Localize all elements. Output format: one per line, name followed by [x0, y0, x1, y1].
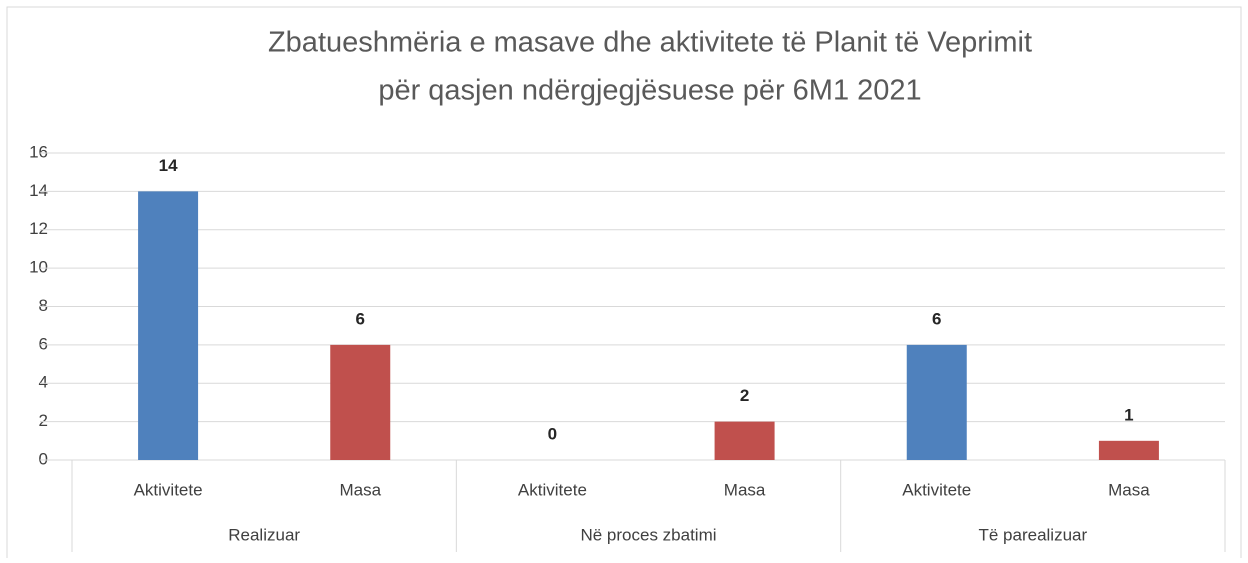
- value-label: 6: [356, 309, 365, 328]
- bar: [138, 191, 199, 460]
- y-tick-label: 14: [29, 181, 48, 200]
- y-tick-label: 0: [39, 449, 48, 468]
- y-tick-label: 16: [29, 142, 48, 161]
- value-label: 0: [548, 424, 557, 443]
- x-tick-label: Aktivitete: [134, 480, 203, 499]
- y-tick-label: 12: [29, 219, 48, 238]
- bar: [714, 421, 775, 460]
- value-label: 6: [932, 309, 941, 328]
- x-tick-label: Aktivitete: [518, 480, 587, 499]
- chart-border: [6, 6, 1242, 563]
- chart-title: për qasjen ndërgjegjësuese për 6M1 2021: [378, 75, 921, 107]
- x-tick-label: Aktivitete: [902, 480, 971, 499]
- y-tick-label: 8: [39, 296, 48, 315]
- x-tick-label: Masa: [1108, 480, 1150, 499]
- x-tick-label: Masa: [339, 480, 381, 499]
- value-label: 14: [159, 156, 178, 175]
- group-label: Realizuar: [228, 525, 300, 544]
- x-tick-label: Masa: [724, 480, 766, 499]
- bar: [330, 344, 391, 460]
- bar: [1098, 440, 1159, 460]
- y-tick-label: 4: [39, 373, 48, 392]
- y-tick-label: 10: [29, 258, 48, 277]
- chart-title: Zbatueshmëria e masave dhe aktivitete të…: [268, 27, 1032, 59]
- value-label: 2: [740, 386, 749, 405]
- y-tick-label: 6: [39, 334, 48, 353]
- bar: [906, 344, 967, 460]
- group-label: Në proces zbatimi: [580, 525, 716, 544]
- group-label: Të parealizuar: [978, 525, 1087, 544]
- value-label: 1: [1124, 405, 1133, 424]
- y-tick-label: 2: [39, 411, 48, 430]
